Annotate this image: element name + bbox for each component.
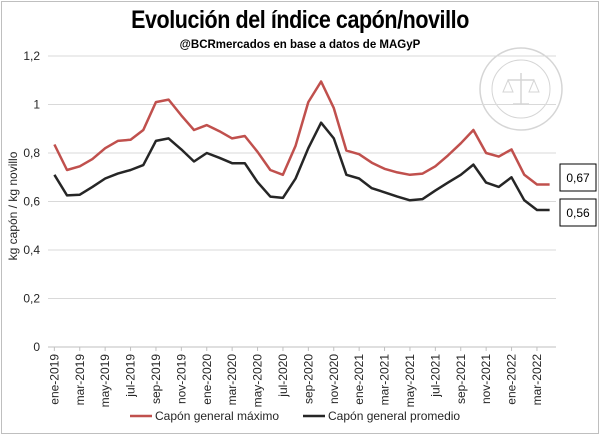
series-lines [53, 80, 550, 212]
x-tick-label: jul-2019 [124, 354, 138, 398]
x-tick-label: may-2019 [98, 354, 112, 408]
x-tick-label: sep-2021 [454, 354, 468, 404]
y-tick-label: 1 [33, 98, 40, 112]
chart-title: Evolución del índice capón/novillo [131, 6, 469, 34]
bolsa-de-comercio-seal-watermark [479, 47, 563, 131]
gridlines [48, 55, 556, 348]
x-tick-label: may-2021 [403, 354, 417, 408]
end-label-box [559, 198, 597, 227]
y-tick-labels: 0 0,2 0,4 0,6 0,8 1 1,2 [23, 49, 40, 354]
end-value-label: 0,56 [566, 206, 590, 220]
x-tick-label: nov-2020 [327, 354, 341, 404]
x-tick-label: jul-2020 [276, 354, 290, 398]
x-tick-label: mar-2020 [225, 354, 239, 406]
x-tick-label: sep-2019 [149, 354, 163, 404]
y-axis-label: kg capón / kg novillo [6, 151, 20, 260]
y-tick-label: 0,4 [23, 243, 40, 257]
x-tick-label: mar-2022 [530, 354, 544, 406]
end-value-labels: 0,67 0,56 [559, 163, 597, 227]
y-tick-label: 0,6 [23, 195, 40, 209]
legend-label: Capón general promedio [328, 409, 460, 423]
y-tick-label: 1,2 [23, 49, 40, 63]
x-tick-labels: ene-2019 mar-2019 may-2019 jul-2019 sep-2019… [47, 347, 544, 407]
x-tick-label: jul-2021 [428, 354, 442, 398]
legend: Capón general máximo Capón general promed… [130, 409, 460, 423]
series-line-promedio [53, 121, 550, 212]
x-tick-label: ene-2020 [200, 354, 214, 405]
x-tick-label: ene-2019 [47, 354, 61, 405]
x-tick-label: nov-2021 [479, 354, 493, 404]
x-tick-label: sep-2020 [301, 354, 315, 404]
y-tick-label: 0 [33, 340, 40, 354]
legend-label: Capón general máximo [155, 409, 279, 423]
x-tick-label: may-2020 [251, 354, 265, 408]
x-tick-label: nov-2019 [174, 354, 188, 404]
x-tick-label: mar-2019 [73, 354, 87, 406]
y-tick-label: 0,2 [23, 292, 40, 306]
x-tick-label: mar-2021 [378, 354, 392, 406]
end-value-label: 0,67 [566, 171, 590, 185]
chart-subtitle: @BCRmercados en base a datos de MAGyP [179, 39, 421, 51]
x-tick-label: ene-2021 [352, 354, 366, 405]
x-tick-label: ene-2022 [505, 354, 519, 405]
series-line-maximo [53, 80, 550, 186]
y-tick-label: 0,8 [23, 146, 40, 160]
end-label-box [559, 163, 597, 192]
